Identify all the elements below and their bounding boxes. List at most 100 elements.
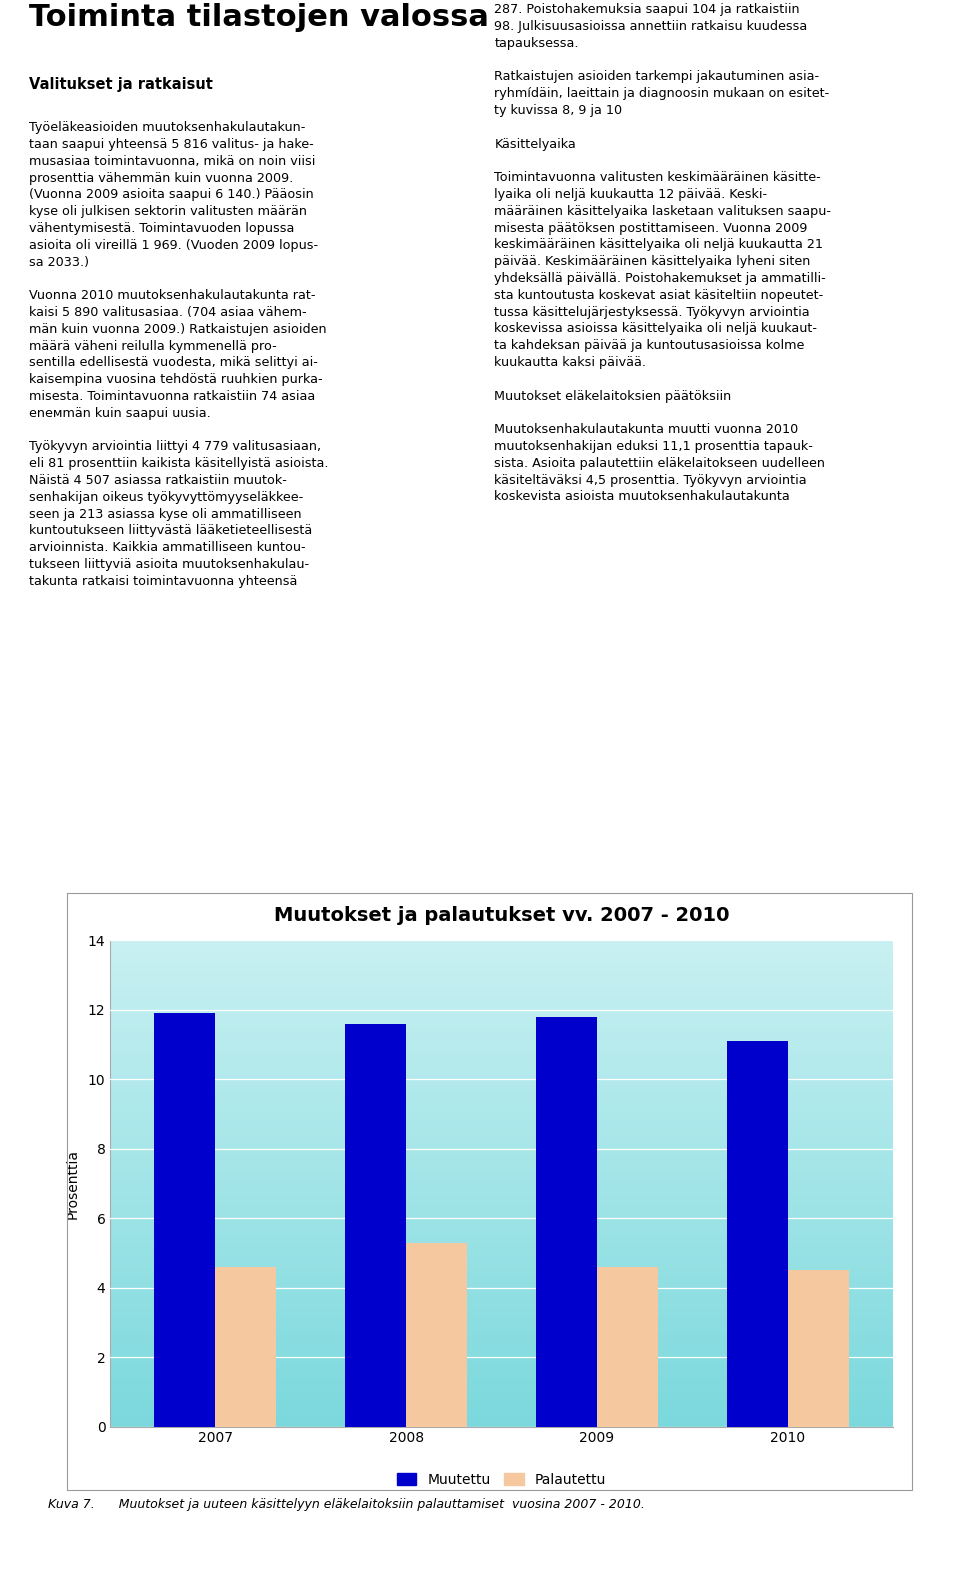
Bar xyxy=(110,1028,893,1030)
Bar xyxy=(110,1390,893,1393)
Y-axis label: Prosenttia: Prosenttia xyxy=(65,1149,80,1218)
Bar xyxy=(110,1092,893,1093)
Bar xyxy=(110,1122,893,1125)
Bar xyxy=(110,1242,893,1245)
Bar xyxy=(110,1181,893,1183)
Bar xyxy=(110,1199,893,1200)
Bar xyxy=(110,1213,893,1215)
Bar xyxy=(110,1015,893,1019)
Bar xyxy=(110,1422,893,1423)
Bar xyxy=(110,960,893,963)
Bar xyxy=(110,1210,893,1213)
Bar xyxy=(110,1111,893,1113)
Bar xyxy=(110,1296,893,1298)
Bar xyxy=(110,1087,893,1089)
Bar xyxy=(110,1310,893,1312)
Bar xyxy=(110,1261,893,1264)
Bar xyxy=(110,950,893,953)
Bar xyxy=(110,1023,893,1025)
Bar xyxy=(110,1183,893,1186)
Bar xyxy=(110,1084,893,1087)
Bar xyxy=(110,1196,893,1199)
Bar xyxy=(110,1218,893,1219)
Bar xyxy=(110,948,893,950)
Bar xyxy=(110,964,893,968)
Bar xyxy=(110,1307,893,1310)
Bar xyxy=(110,1172,893,1173)
Bar xyxy=(110,1052,893,1055)
Bar xyxy=(110,1168,893,1172)
Bar xyxy=(110,1144,893,1148)
Bar xyxy=(110,987,893,988)
Bar xyxy=(406,1243,468,1427)
Bar xyxy=(110,1282,893,1283)
Bar xyxy=(110,1326,893,1329)
Bar xyxy=(110,1004,893,1006)
Bar xyxy=(110,1254,893,1256)
Bar xyxy=(110,1250,893,1251)
Bar xyxy=(110,1055,893,1057)
Bar xyxy=(110,1035,893,1038)
Bar xyxy=(110,1079,893,1081)
Bar xyxy=(110,1283,893,1286)
Bar xyxy=(110,982,893,983)
Legend: Muutettu, Palautettu: Muutettu, Palautettu xyxy=(392,1468,612,1492)
Text: Kuva 7.      Muutokset ja uuteen käsittelyyn eläkelaitoksiin palauttamiset  vuos: Kuva 7. Muutokset ja uuteen käsittelyyn … xyxy=(48,1498,645,1511)
Bar xyxy=(110,955,893,958)
Bar xyxy=(110,1356,893,1358)
Bar xyxy=(155,1014,215,1427)
Bar xyxy=(110,1270,893,1274)
Bar xyxy=(110,1011,893,1014)
Bar xyxy=(110,1224,893,1227)
Bar xyxy=(110,1117,893,1121)
Bar xyxy=(727,1041,788,1427)
Bar xyxy=(110,1108,893,1111)
Bar xyxy=(110,1372,893,1376)
Bar xyxy=(110,1240,893,1242)
Bar xyxy=(110,1047,893,1050)
Bar xyxy=(110,1154,893,1157)
Bar xyxy=(110,1176,893,1178)
Bar xyxy=(110,1302,893,1305)
Bar xyxy=(110,1191,893,1194)
Bar xyxy=(110,1097,893,1098)
Bar xyxy=(110,1256,893,1259)
Bar xyxy=(110,1106,893,1108)
Bar xyxy=(110,1301,893,1302)
Bar xyxy=(110,1189,893,1191)
Bar xyxy=(110,1162,893,1164)
Bar xyxy=(110,1152,893,1154)
Bar xyxy=(110,1071,893,1074)
Bar xyxy=(110,1014,893,1015)
Bar xyxy=(110,958,893,960)
Bar xyxy=(110,1315,893,1317)
Bar xyxy=(110,1344,893,1347)
Bar xyxy=(110,1135,893,1138)
Bar xyxy=(110,1042,893,1046)
Bar xyxy=(110,1143,893,1144)
Bar xyxy=(110,1232,893,1235)
Bar xyxy=(110,1149,893,1152)
Bar xyxy=(110,1339,893,1342)
Bar xyxy=(110,1358,893,1361)
Bar xyxy=(110,1006,893,1009)
Bar xyxy=(110,1057,893,1060)
Bar xyxy=(110,1266,893,1269)
Bar xyxy=(110,1403,893,1404)
Bar xyxy=(110,1215,893,1218)
Bar xyxy=(110,1001,893,1004)
Bar xyxy=(110,1157,893,1159)
Bar xyxy=(110,1275,893,1278)
Bar xyxy=(110,1342,893,1344)
Bar xyxy=(110,1380,893,1384)
Bar xyxy=(110,969,893,972)
Bar xyxy=(110,1298,893,1301)
Bar xyxy=(110,1347,893,1349)
Bar xyxy=(110,1113,893,1116)
Bar xyxy=(110,1194,893,1196)
Bar xyxy=(110,1101,893,1103)
Bar xyxy=(110,1245,893,1247)
Bar xyxy=(110,1404,893,1408)
Bar xyxy=(110,1237,893,1240)
Bar xyxy=(110,1259,893,1261)
